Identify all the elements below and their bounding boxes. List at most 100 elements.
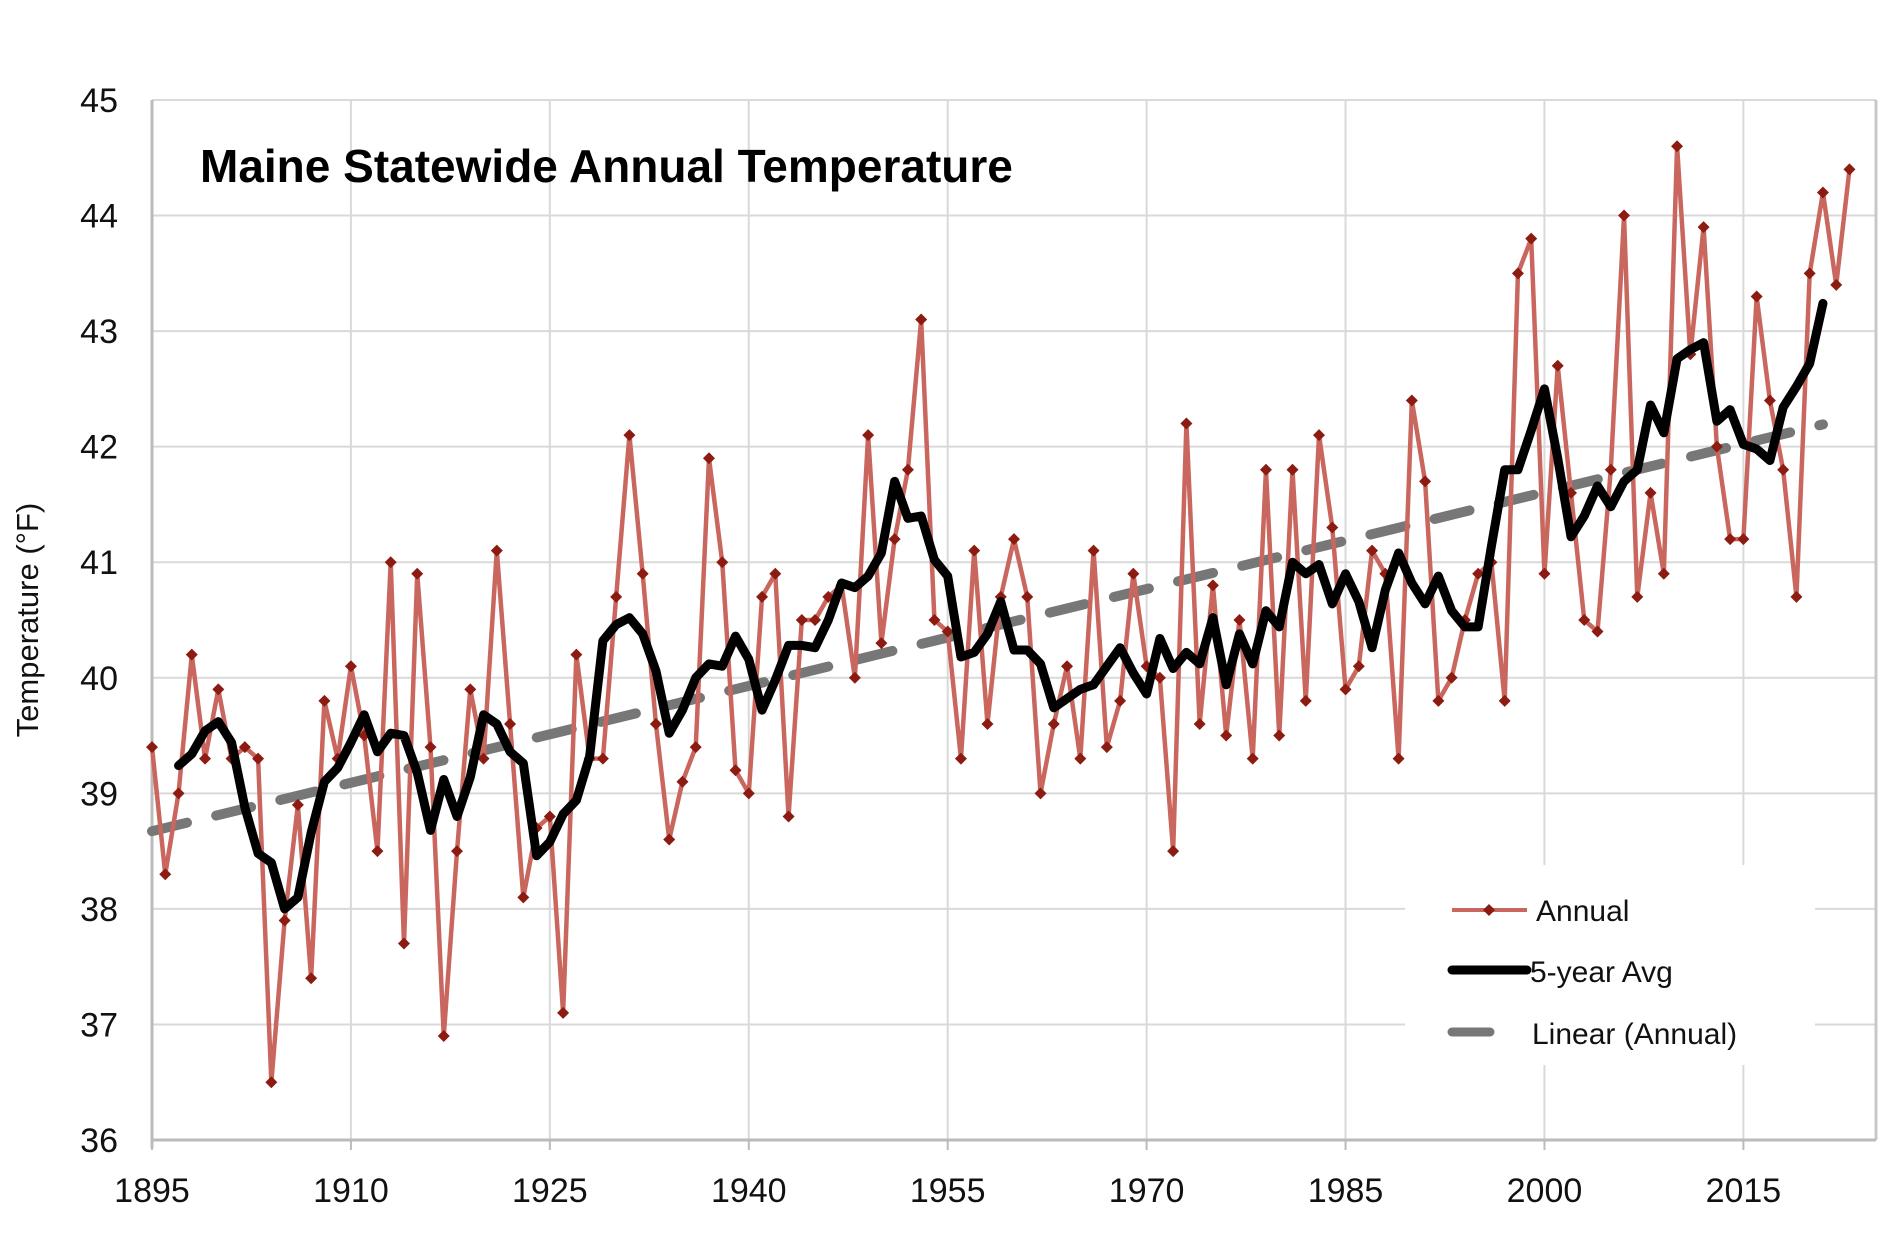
annual-point (1034, 787, 1047, 800)
annual-point (384, 556, 397, 569)
y-tick-label: 44 (80, 198, 118, 236)
x-axis-ticks: 1895 1910 1925 1940 1955 1970 1985 2000 2015 (114, 1140, 1781, 1210)
annual-point (1737, 533, 1750, 546)
annual-point (1498, 694, 1511, 707)
annual-point (1220, 729, 1233, 742)
legend-trend-label: Linear (Annual) (1532, 1018, 1737, 1051)
annual-point (1432, 694, 1445, 707)
annual-point (490, 544, 503, 557)
annual-point (1114, 694, 1127, 707)
annual-point (915, 313, 928, 326)
annual-point (1352, 660, 1365, 673)
annual-point (424, 741, 437, 754)
annual-point (252, 752, 265, 765)
annual-point (1551, 359, 1564, 372)
annual-point (1392, 752, 1405, 765)
annual-point (212, 683, 225, 696)
annual-point (318, 694, 331, 707)
annual-point (1047, 718, 1060, 730)
annual-point (1127, 567, 1140, 580)
x-tick-label: 1985 (1308, 1172, 1384, 1210)
annual-point (1511, 267, 1524, 280)
annual-point (795, 614, 808, 626)
grid (150, 99, 1878, 1148)
annual-point (596, 752, 609, 765)
annual-point (663, 833, 676, 846)
annual-point (1843, 163, 1856, 176)
annual-point (1233, 614, 1246, 626)
x-tick-label: 2015 (1706, 1172, 1782, 1210)
annual-point (1618, 209, 1631, 222)
annual-point (451, 845, 464, 858)
y-tick-label: 45 (80, 82, 118, 120)
annual-point (636, 567, 649, 580)
annual-point (1021, 590, 1034, 603)
annual-point (464, 683, 477, 696)
annual-point (344, 660, 357, 673)
legend-annual-marker (1483, 904, 1495, 916)
annual-point (1591, 625, 1604, 638)
annual-point (1525, 232, 1538, 245)
annual-point (159, 868, 172, 881)
annual-point (862, 429, 875, 442)
annual-point (729, 764, 742, 777)
annual-point (1246, 752, 1259, 765)
five-year-avg-line (174, 298, 1828, 914)
y-tick-label: 42 (80, 429, 118, 467)
annual-point (291, 798, 304, 811)
annual-point (1803, 267, 1816, 280)
annual-point (1445, 671, 1458, 684)
y-tick-label: 40 (80, 660, 118, 698)
annual-point (848, 671, 861, 684)
x-tick-label: 1925 (512, 1172, 588, 1210)
y-tick-label: 39 (80, 775, 118, 813)
annual-point (769, 567, 782, 580)
annual-point (146, 741, 158, 754)
annual-point (1339, 683, 1352, 696)
annual-point (1259, 463, 1272, 476)
annual-point (901, 463, 914, 476)
x-tick-label: 1940 (711, 1172, 787, 1210)
annual-point (756, 590, 769, 603)
annual-point (1286, 463, 1299, 476)
annual-point (610, 590, 623, 603)
annual-point (702, 452, 715, 465)
annual-point (1671, 140, 1684, 153)
y-tick-label: 37 (80, 1006, 118, 1044)
x-tick-label: 1955 (910, 1172, 986, 1210)
annual-point (928, 614, 941, 626)
annual-point (1697, 221, 1710, 234)
annual-point (172, 787, 185, 800)
annual-point (278, 914, 291, 927)
annual-point (888, 533, 901, 546)
annual-point (875, 637, 888, 650)
x-tick-label: 1970 (1109, 1172, 1185, 1210)
annual-point (623, 429, 636, 442)
annual-point (809, 614, 822, 626)
annual-point (371, 845, 384, 858)
annual-point (1087, 544, 1100, 557)
annual-point (1273, 729, 1286, 742)
annual-point (1193, 718, 1206, 730)
chart-title: Maine Statewide Annual Temperature (200, 140, 1013, 192)
annual-point (1604, 463, 1617, 476)
annual-point (941, 625, 954, 638)
x-tick-label: 1910 (313, 1172, 389, 1210)
annual-point (504, 718, 517, 730)
annual-point (968, 544, 981, 557)
annual-point (1631, 590, 1644, 603)
annual-point (981, 718, 994, 730)
legend-avg-label: 5-year Avg (1530, 956, 1673, 989)
annual-point (1724, 533, 1737, 546)
annual-point (1153, 671, 1166, 684)
annual-point (1299, 694, 1312, 707)
y-tick-label: 41 (80, 544, 118, 582)
annual-point (397, 937, 410, 950)
annual-point (649, 718, 662, 730)
annual-point (689, 741, 702, 754)
y-tick-label: 36 (80, 1122, 118, 1160)
annual-point (1419, 475, 1432, 488)
annual-point (1644, 486, 1657, 499)
annual-point (1816, 186, 1829, 199)
